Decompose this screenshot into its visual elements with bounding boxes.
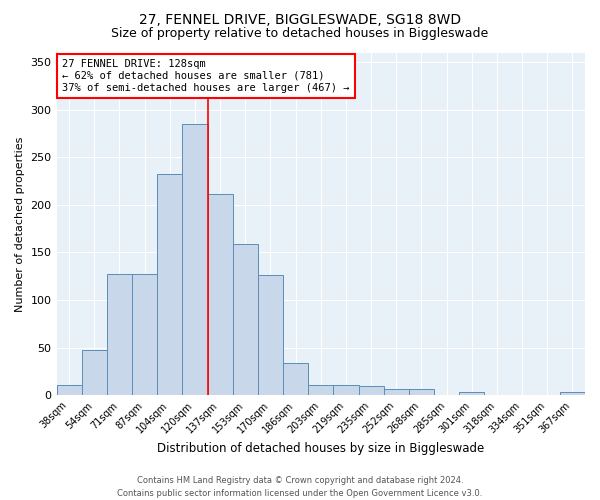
Bar: [409, 390, 434, 395]
Bar: [157, 174, 182, 395]
Bar: [308, 384, 334, 395]
Bar: [283, 363, 308, 395]
Bar: [334, 384, 359, 395]
Bar: [258, 276, 283, 395]
Bar: [233, 244, 258, 395]
Bar: [459, 392, 484, 395]
Bar: [82, 350, 107, 395]
Text: 27 FENNEL DRIVE: 128sqm
← 62% of detached houses are smaller (781)
37% of semi-d: 27 FENNEL DRIVE: 128sqm ← 62% of detache…: [62, 60, 349, 92]
Bar: [182, 124, 208, 395]
Bar: [107, 274, 132, 395]
Bar: [208, 194, 233, 395]
Text: 27, FENNEL DRIVE, BIGGLESWADE, SG18 8WD: 27, FENNEL DRIVE, BIGGLESWADE, SG18 8WD: [139, 12, 461, 26]
Text: Size of property relative to detached houses in Biggleswade: Size of property relative to detached ho…: [112, 28, 488, 40]
Bar: [560, 392, 585, 395]
Bar: [56, 384, 82, 395]
Text: Contains HM Land Registry data © Crown copyright and database right 2024.
Contai: Contains HM Land Registry data © Crown c…: [118, 476, 482, 498]
X-axis label: Distribution of detached houses by size in Biggleswade: Distribution of detached houses by size …: [157, 442, 484, 455]
Bar: [383, 388, 409, 395]
Y-axis label: Number of detached properties: Number of detached properties: [15, 136, 25, 312]
Bar: [132, 274, 157, 395]
Bar: [359, 386, 383, 395]
